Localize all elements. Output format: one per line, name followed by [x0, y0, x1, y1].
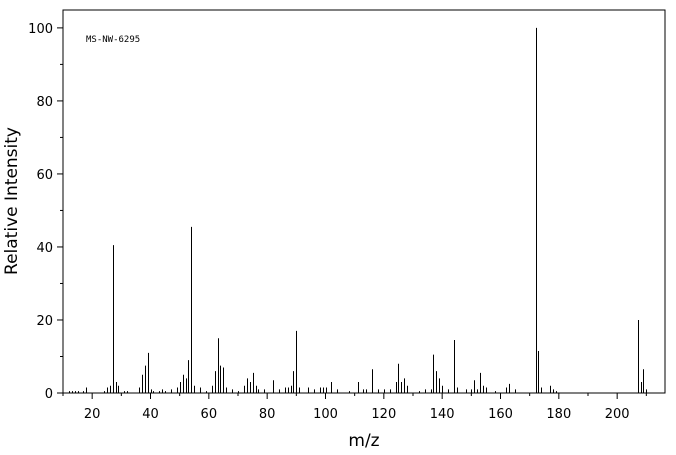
x-tick-label: 40 [142, 407, 159, 422]
y-tick-label: 100 [28, 22, 53, 37]
y-tick-label: 60 [36, 168, 53, 183]
x-tick-label: 80 [259, 407, 276, 422]
annotation: MS-NW-6295 [86, 35, 140, 45]
x-tick-label: 200 [605, 407, 630, 422]
x-tick-label: 180 [546, 407, 571, 422]
x-tick-label: 20 [84, 407, 101, 422]
x-tick-label: 140 [430, 407, 455, 422]
y-tick-label: 20 [36, 314, 53, 329]
x-tick-label: 160 [488, 407, 513, 422]
x-tick-label: 60 [201, 407, 218, 422]
y-tick-label: 80 [36, 95, 53, 110]
y-axis-label: Relative Intensity [2, 127, 22, 275]
x-tick-label: 100 [313, 407, 338, 422]
y-tick-label: 0 [45, 387, 53, 402]
plot-frame [62, 9, 666, 394]
x-axis-label: m/z [348, 431, 379, 451]
x-tick-label: 120 [371, 407, 396, 422]
y-tick-label: 40 [36, 241, 53, 256]
